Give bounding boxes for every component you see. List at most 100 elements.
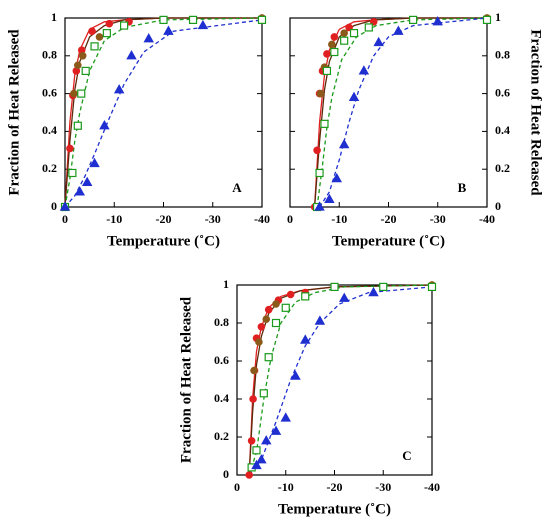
data-point xyxy=(271,318,281,328)
data-point xyxy=(255,338,263,346)
data-point xyxy=(264,305,273,314)
x-axis-label: Temperature (˚C) xyxy=(107,233,220,249)
data-point xyxy=(313,146,321,155)
data-point xyxy=(249,395,257,403)
data-point xyxy=(432,16,443,26)
data-point xyxy=(77,89,86,98)
data-point xyxy=(126,50,137,60)
data-point xyxy=(338,138,350,149)
fit-curve xyxy=(248,284,433,476)
data-point xyxy=(427,282,437,291)
data-point xyxy=(188,15,198,24)
data-point xyxy=(301,292,310,301)
data-point xyxy=(256,454,267,464)
y-tick-label: 1 xyxy=(223,277,229,291)
data-point xyxy=(262,315,271,324)
data-point xyxy=(102,29,111,38)
data-point xyxy=(330,282,339,291)
y-tick-label: 1 xyxy=(495,10,501,24)
data-point xyxy=(348,91,360,101)
panel-label: C xyxy=(402,448,411,463)
y-tick-label: 0.4 xyxy=(42,123,57,137)
x-tick-label: -20 xyxy=(156,212,172,226)
data-point xyxy=(300,334,311,344)
data-point xyxy=(322,66,332,76)
data-point xyxy=(73,121,82,130)
data-point xyxy=(339,292,350,302)
data-point xyxy=(331,172,343,183)
y-tick-label: 0.2 xyxy=(42,161,57,175)
plot-frame xyxy=(289,17,488,208)
fit-curve xyxy=(313,17,487,208)
data-point xyxy=(78,51,87,60)
data-point xyxy=(270,425,282,435)
data-point xyxy=(290,370,301,380)
x-tick-label: -30 xyxy=(205,212,221,226)
data-point xyxy=(328,40,336,49)
fit-curve xyxy=(316,17,488,208)
data-point xyxy=(90,42,99,51)
data-point xyxy=(315,168,324,178)
y-tick-label: 0.4 xyxy=(495,123,510,137)
y-tick-label: 0 xyxy=(51,199,57,213)
data-point xyxy=(340,29,348,37)
data-point xyxy=(159,15,168,24)
x-tick-label: -40 xyxy=(479,212,495,226)
y-tick-label: 0.8 xyxy=(495,48,510,62)
data-point xyxy=(261,435,272,445)
data-point xyxy=(251,459,262,470)
data-point xyxy=(340,36,349,45)
y-tick-label: 0.8 xyxy=(42,48,57,62)
x-axis-label: Temperature (˚C) xyxy=(332,233,445,249)
data-point xyxy=(324,193,335,204)
x-tick-label: -30 xyxy=(375,480,391,494)
x-tick-label: 0 xyxy=(287,212,293,226)
data-point xyxy=(257,322,266,331)
panel-label: B xyxy=(458,180,467,195)
data-point xyxy=(66,144,74,153)
data-point xyxy=(409,15,418,24)
data-point xyxy=(257,15,267,24)
data-point xyxy=(245,471,253,479)
data-point xyxy=(323,50,331,58)
data-point xyxy=(68,168,77,178)
fit-curve xyxy=(248,286,433,476)
data-point xyxy=(247,436,256,445)
x-tick-label: -10 xyxy=(331,212,347,226)
data-point xyxy=(74,61,82,70)
data-point xyxy=(89,157,100,168)
data-point xyxy=(316,89,325,98)
x-tick-label: 0 xyxy=(62,212,68,226)
data-point xyxy=(119,21,129,30)
y-tick-label: 0.2 xyxy=(495,161,510,175)
data-point xyxy=(368,286,379,297)
x-tick-label: -20 xyxy=(327,480,343,494)
x-tick-label: -10 xyxy=(106,212,122,226)
data-point xyxy=(70,89,78,98)
data-point xyxy=(250,366,258,375)
data-point xyxy=(264,353,273,362)
y-tick-label: 0 xyxy=(223,467,229,481)
x-tick-label: -20 xyxy=(381,212,397,226)
data-point xyxy=(74,186,85,196)
data-point xyxy=(163,25,174,35)
data-point xyxy=(259,389,268,398)
x-tick-label: -10 xyxy=(278,480,294,494)
data-point xyxy=(379,282,388,291)
data-point xyxy=(349,29,359,38)
fit-curve xyxy=(64,17,262,208)
data-point xyxy=(286,290,295,299)
y-tick-label: 0.4 xyxy=(214,391,229,405)
x-tick-label: -40 xyxy=(254,212,270,226)
data-point xyxy=(99,120,110,130)
data-point xyxy=(330,47,339,57)
data-point xyxy=(281,303,290,312)
panel-label: A xyxy=(232,180,242,195)
data-point xyxy=(314,201,325,211)
data-point xyxy=(320,119,329,128)
y-tick-label: 0.8 xyxy=(214,315,229,329)
x-tick-label: -30 xyxy=(430,212,446,226)
y-axis-label: Fraction of Heat Released xyxy=(178,296,194,463)
data-point xyxy=(143,33,154,43)
